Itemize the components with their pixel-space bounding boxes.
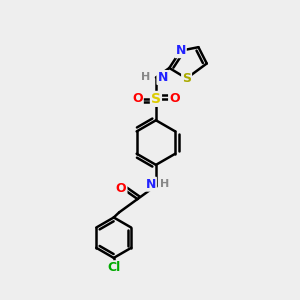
Text: S: S [151, 92, 161, 106]
Text: N: N [176, 44, 186, 57]
Text: O: O [116, 182, 127, 195]
Text: S: S [182, 72, 191, 85]
Text: N: N [158, 71, 168, 84]
Text: N: N [146, 178, 156, 191]
Text: Cl: Cl [107, 261, 120, 274]
Text: H: H [141, 73, 151, 82]
Text: H: H [160, 179, 169, 189]
Text: O: O [169, 92, 180, 105]
Text: O: O [132, 92, 143, 105]
